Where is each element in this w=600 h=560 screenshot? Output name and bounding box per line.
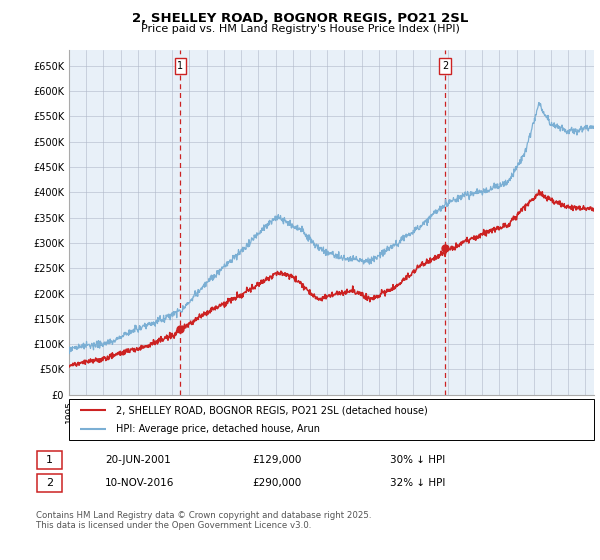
Text: 2, SHELLEY ROAD, BOGNOR REGIS, PO21 2SL (detached house): 2, SHELLEY ROAD, BOGNOR REGIS, PO21 2SL …: [116, 405, 428, 415]
Text: £290,000: £290,000: [252, 478, 301, 488]
Text: 2: 2: [46, 478, 53, 488]
Text: £129,000: £129,000: [252, 455, 301, 465]
Text: Contains HM Land Registry data © Crown copyright and database right 2025.
This d: Contains HM Land Registry data © Crown c…: [36, 511, 371, 530]
Text: 20-JUN-2001: 20-JUN-2001: [105, 455, 171, 465]
Text: 2: 2: [442, 61, 448, 71]
Text: 30% ↓ HPI: 30% ↓ HPI: [390, 455, 445, 465]
Text: 10-NOV-2016: 10-NOV-2016: [105, 478, 175, 488]
Text: 1: 1: [46, 455, 53, 465]
Text: Price paid vs. HM Land Registry's House Price Index (HPI): Price paid vs. HM Land Registry's House …: [140, 24, 460, 34]
Text: 2, SHELLEY ROAD, BOGNOR REGIS, PO21 2SL: 2, SHELLEY ROAD, BOGNOR REGIS, PO21 2SL: [132, 12, 468, 25]
Text: 32% ↓ HPI: 32% ↓ HPI: [390, 478, 445, 488]
Text: 1: 1: [178, 61, 184, 71]
Text: HPI: Average price, detached house, Arun: HPI: Average price, detached house, Arun: [116, 424, 320, 433]
